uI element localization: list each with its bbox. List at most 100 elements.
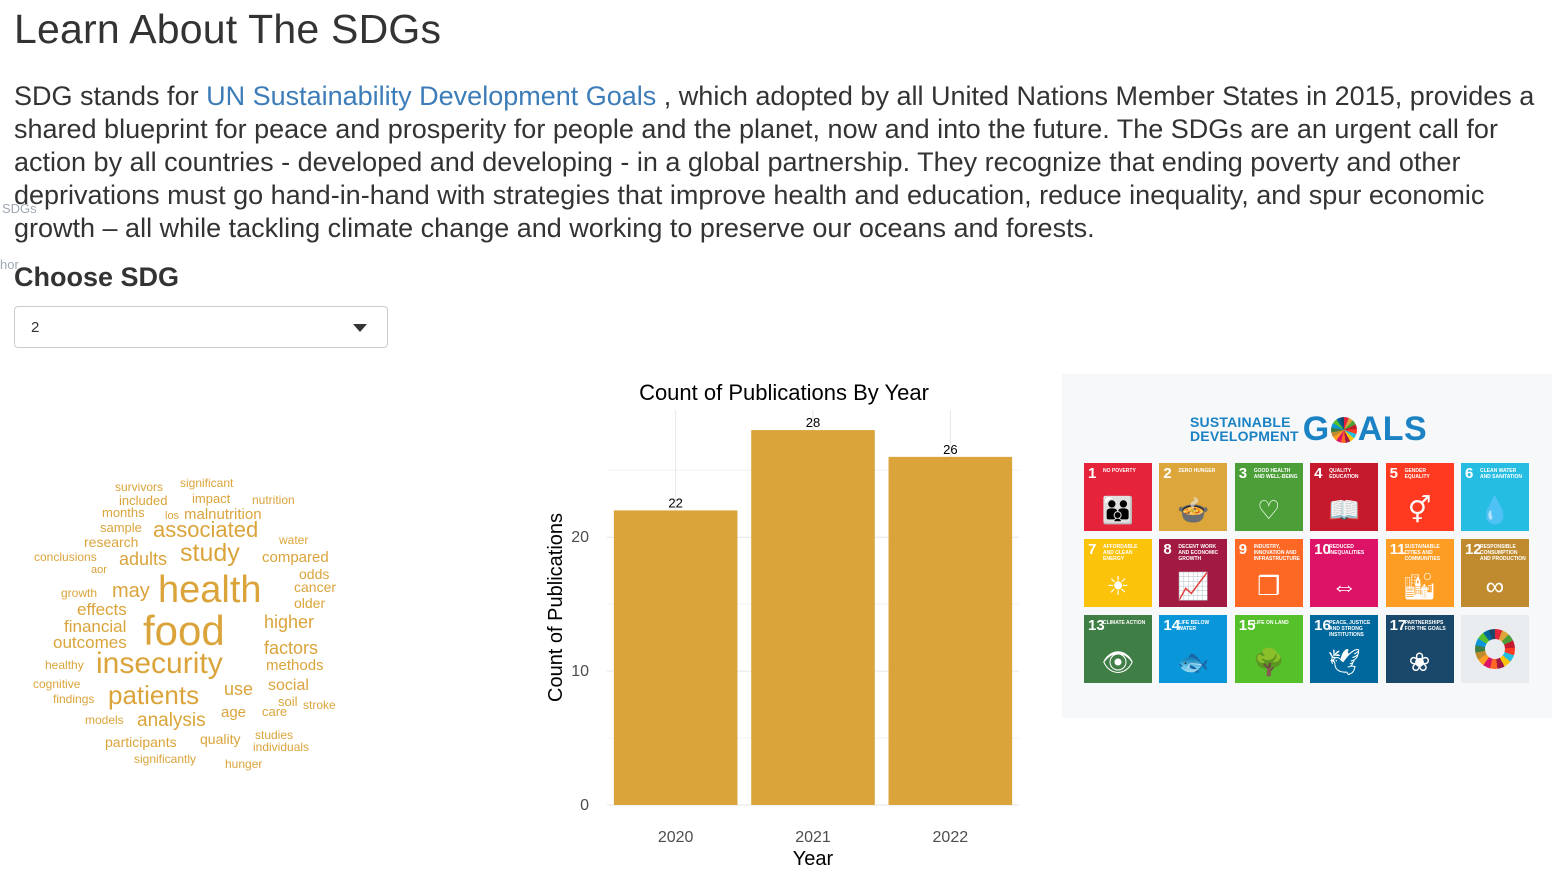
sdg-tile-label: Partnerships for the goals bbox=[1404, 620, 1446, 632]
cubes-icon: ❒ bbox=[1257, 571, 1281, 601]
x-tick-label: 2022 bbox=[933, 829, 969, 846]
sdg-tile-1: 1 No poverty 👪 bbox=[1084, 463, 1152, 531]
word-cloud-word: months bbox=[102, 505, 145, 520]
word-cloud-word: higher bbox=[264, 612, 314, 632]
word-cloud-word: sample bbox=[100, 520, 142, 535]
sdg-wheel-tile bbox=[1460, 615, 1529, 683]
sdg-tile-label: Climate action bbox=[1103, 620, 1146, 626]
word-cloud-word: insecurity bbox=[96, 647, 223, 680]
word-cloud-word: malnutrition bbox=[184, 506, 262, 523]
hidden-tab-label: SDGs bbox=[2, 201, 37, 216]
tree-icon: 🌳 bbox=[1252, 647, 1285, 677]
word-cloud-word: may bbox=[112, 580, 150, 602]
sdg-tile-10: 10 Reduced inequalities ⇔ bbox=[1310, 539, 1379, 607]
sdg-tile-13: 13 Climate action 👁 bbox=[1084, 615, 1152, 683]
sdg-logo: SUSTAINABLE DEVELOPMENT G ALS bbox=[1190, 410, 1427, 448]
word-cloud-word: impact bbox=[192, 491, 231, 506]
sdg-tile-2: 2 Zero hunger 🍲 bbox=[1159, 463, 1228, 531]
city-icon: 🏙 bbox=[1403, 571, 1437, 601]
word-cloud-word: outcomes bbox=[53, 633, 127, 652]
sdg-tile-label: Industry, innovation and infrastructure bbox=[1253, 544, 1300, 562]
sdg-tile-label: Life below water bbox=[1178, 620, 1210, 632]
sdg-tile-label: Clean water and sanitation bbox=[1479, 468, 1522, 480]
logo-goals-text: G ALS bbox=[1303, 410, 1427, 449]
word-cloud-word: health bbox=[158, 569, 262, 611]
wheel-center bbox=[1484, 639, 1505, 659]
sdg-tile-15: 15 Life on land 🌳 bbox=[1234, 615, 1303, 683]
logo-small-line2: DEVELOPMENT bbox=[1190, 428, 1299, 444]
sdg-tile-number: 1 bbox=[1088, 465, 1097, 482]
word-cloud-word: los bbox=[165, 510, 180, 522]
word-cloud-word: cancer bbox=[294, 579, 336, 595]
word-cloud-word: included bbox=[119, 493, 167, 508]
book-icon: 📖 bbox=[1327, 495, 1361, 525]
word-cloud-word: growth bbox=[61, 586, 97, 600]
bar-data-label: 26 bbox=[943, 442, 957, 457]
intro-body: , which adopted by all United Nations Me… bbox=[14, 81, 1535, 243]
sdg-tile-label: Reduced inequalities bbox=[1329, 544, 1365, 556]
hidden-tab-label-2: hor bbox=[0, 257, 19, 272]
sdg-tile-label: Good health and well-being bbox=[1253, 468, 1298, 480]
word-cloud-word: older bbox=[294, 595, 325, 611]
word-cloud-word: use bbox=[224, 679, 253, 699]
sdg-tile-label: Decent work and economic growth bbox=[1178, 544, 1219, 562]
word-cloud-word: compared bbox=[262, 549, 329, 566]
sdg-tile-label: Peace, justice and strong institutions bbox=[1329, 620, 1371, 638]
intro-paragraph: SDG stands for UN Sustainability Develop… bbox=[14, 80, 1544, 245]
word-cloud-word: odds bbox=[299, 566, 329, 582]
sdg-tile-5: 5 Gender equality ⚥ bbox=[1385, 463, 1454, 531]
word-cloud-word: participants bbox=[105, 734, 177, 750]
sdg-tile-number: 15 bbox=[1238, 617, 1256, 634]
sdg-tile-6: 6 Clean water and sanitation 💧 bbox=[1460, 463, 1529, 531]
word-cloud-word: significantly bbox=[134, 752, 196, 766]
word-cloud-word: stroke bbox=[303, 698, 336, 712]
word-cloud-word: findings bbox=[53, 692, 94, 706]
sdg-tile-11: 11 Sustainable cities and communities 🏙 bbox=[1385, 539, 1454, 607]
eye-globe-icon: 👁 bbox=[1101, 647, 1135, 677]
chart-title: Count of Publications By Year bbox=[639, 380, 929, 405]
bar-data-label: 28 bbox=[806, 415, 820, 430]
word-cloud-word: effects bbox=[77, 600, 127, 619]
sun-icon: ☀ bbox=[1106, 571, 1130, 601]
word-cloud-word: water bbox=[278, 533, 308, 547]
gender-icon: ⚥ bbox=[1407, 495, 1432, 525]
logo-big-pre: G bbox=[1302, 409, 1330, 448]
x-axis-label: Year bbox=[793, 848, 834, 870]
dove-icon: 🕊 bbox=[1327, 647, 1361, 677]
sdg-select[interactable]: 2 bbox=[14, 306, 388, 348]
bar-2022 bbox=[888, 456, 1013, 805]
word-cloud-word: studies bbox=[255, 728, 293, 742]
word-cloud-word: age bbox=[221, 704, 246, 721]
word-cloud-word: survivors bbox=[115, 480, 163, 494]
sdg-tile-number: 10 bbox=[1314, 541, 1331, 558]
sdg-tile-number: 11 bbox=[1389, 541, 1406, 558]
sdg-tile-3: 3 Good health and well-being ♡ bbox=[1234, 463, 1303, 531]
logo-big-post: ALS bbox=[1357, 409, 1428, 448]
sdg-tile-number: 7 bbox=[1088, 541, 1097, 558]
sdg-link[interactable]: UN Sustainability Development Goals bbox=[206, 81, 657, 111]
sdg-tile-14: 14 Life below water 🐟 bbox=[1159, 615, 1228, 683]
sdg-tile-7: 7 Affordable and clean energy ☀ bbox=[1084, 539, 1152, 607]
family-icon: 👪 bbox=[1101, 495, 1135, 525]
sdg-tile-17: 17 Partnerships for the goals ❀ bbox=[1385, 615, 1454, 683]
rings-icon: ❀ bbox=[1408, 647, 1431, 677]
word-cloud-word: social bbox=[268, 677, 309, 694]
sdg-tile-12: 12 Responsible consumption and production… bbox=[1460, 539, 1529, 607]
sdg-tile-8: 8 Decent work and economic growth 📈 bbox=[1159, 539, 1228, 607]
word-cloud-word: nutrition bbox=[252, 493, 295, 507]
bowl-icon: 🍲 bbox=[1177, 495, 1210, 525]
word-cloud-word: healthy bbox=[45, 658, 84, 672]
sdg-tile-number: 5 bbox=[1389, 465, 1398, 482]
word-cloud-word: food bbox=[143, 607, 225, 654]
sdg-select-value: 2 bbox=[31, 319, 40, 336]
y-tick-label: 10 bbox=[571, 663, 589, 680]
intro-prefix: SDG stands for bbox=[14, 81, 207, 111]
growth-chart-icon: 📈 bbox=[1177, 571, 1210, 601]
publications-bar-chart: Count of Publications By Year22202028202… bbox=[545, 380, 1019, 870]
word-cloud-word: hunger bbox=[225, 757, 262, 771]
y-tick-label: 0 bbox=[580, 797, 589, 814]
page-title: Learn About The SDGs bbox=[14, 6, 442, 52]
word-cloud-word: factors bbox=[264, 638, 318, 658]
sdg-tile-number: 8 bbox=[1163, 541, 1172, 558]
sdg-tile-number: 14 bbox=[1163, 617, 1181, 634]
